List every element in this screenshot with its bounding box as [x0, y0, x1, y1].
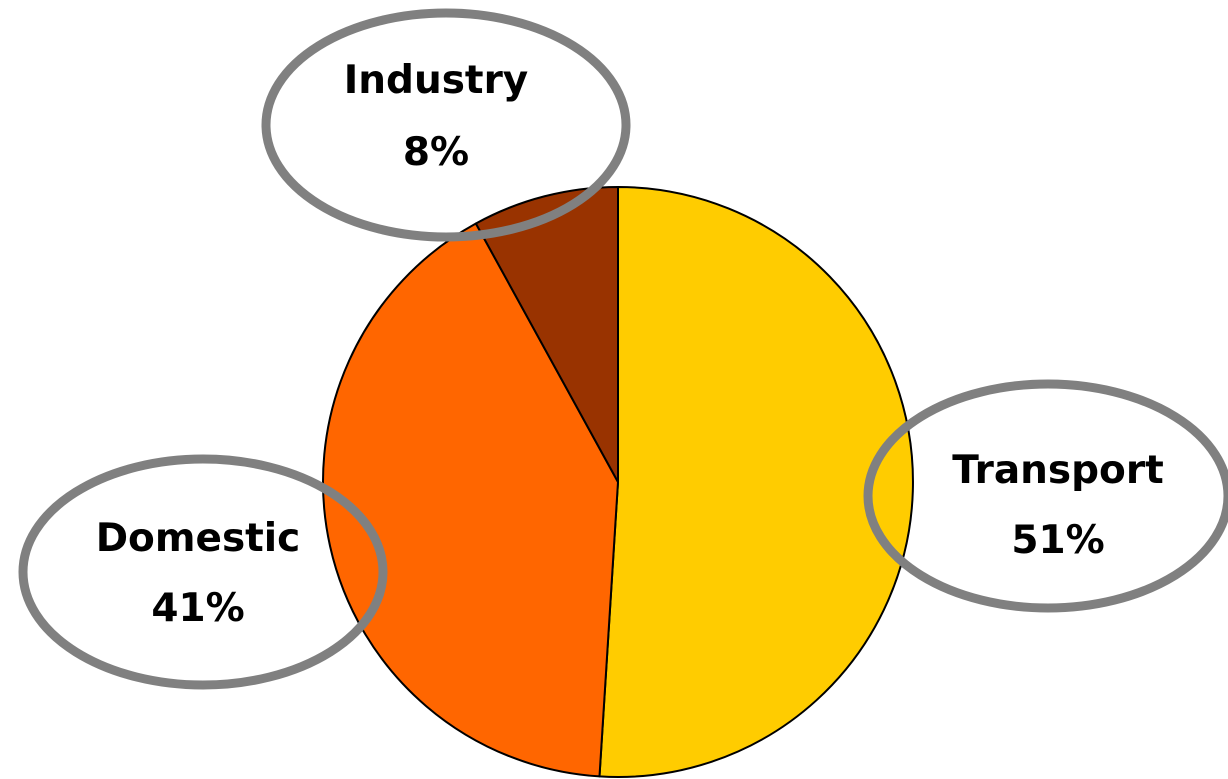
domestic-percent: 41%	[151, 586, 244, 631]
domestic-callout: Domestic 41%	[18, 454, 388, 690]
industry-percent: 8%	[403, 130, 469, 175]
domestic-label-ellipse	[18, 454, 388, 690]
industry-callout: Industry 8%	[261, 8, 631, 242]
transport-callout: Transport 51%	[863, 379, 1228, 613]
pie-slice-industry	[474, 186, 619, 483]
pie-slice-transport	[598, 186, 914, 778]
pie-slices	[322, 186, 914, 778]
pie-slice-domestic	[322, 222, 619, 778]
transport-label: Transport	[952, 448, 1163, 493]
pie-labels: Transport 51% Domestic 41% Industry 8%	[18, 8, 1228, 690]
transport-label-ellipse	[863, 379, 1228, 613]
transport-percent: 51%	[1011, 518, 1104, 563]
industry-label-ellipse	[261, 8, 631, 242]
domestic-label: Domestic	[96, 516, 301, 561]
industry-label: Industry	[344, 58, 528, 103]
